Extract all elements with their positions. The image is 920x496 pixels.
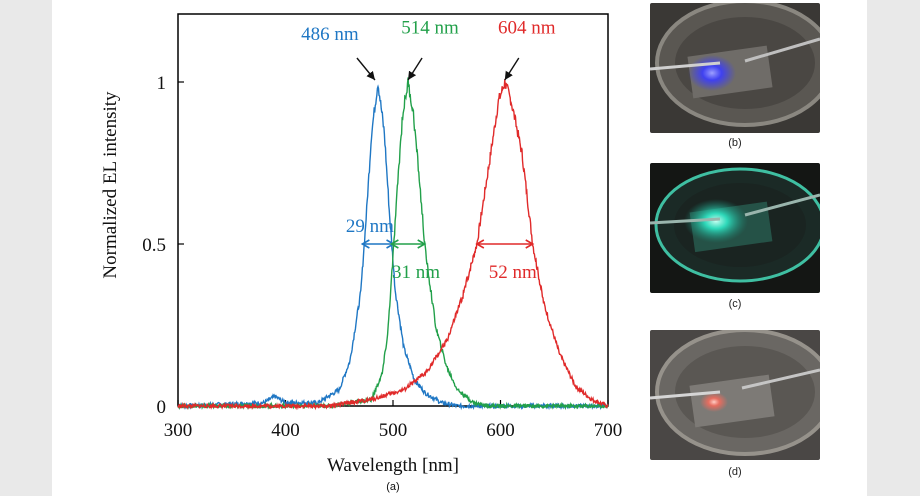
peak-label-486: 486 nm xyxy=(301,24,359,45)
y-tick-label: 0.5 xyxy=(142,235,166,256)
x-tick-label: 700 xyxy=(594,420,623,441)
caption-d: (d) xyxy=(728,466,742,478)
device-photo-red xyxy=(650,330,820,460)
fwhm-label-486: 29 nm xyxy=(346,216,394,237)
peak-label-514: 514 nm xyxy=(401,17,459,38)
curve-604nm xyxy=(177,79,609,411)
fwhm-arrow-514-right-head xyxy=(417,239,427,249)
x-tick-label: 500 xyxy=(379,420,408,441)
y-tick-label: 0 xyxy=(157,397,167,418)
fwhm-arrow-604-left-head xyxy=(475,239,485,249)
y-tick-label: 1 xyxy=(157,73,167,94)
y-axis-label: Normalized EL intensity xyxy=(100,91,121,279)
panel-label-a: (a) xyxy=(386,481,399,493)
caption-b: (b) xyxy=(728,137,742,149)
x-axis-label: Wavelength [nm] xyxy=(327,455,459,476)
caption-c: (c) xyxy=(728,298,742,310)
device-photo-green xyxy=(650,163,820,293)
device-photo-blue xyxy=(650,3,820,133)
fwhm-arrow-486-left-head xyxy=(360,239,370,249)
peak-label-604: 604 nm xyxy=(498,17,556,38)
arrow-514 xyxy=(407,57,423,81)
plot-frame xyxy=(177,13,609,407)
arrow-604 xyxy=(504,57,520,81)
fwhm-arrow-514-left-head xyxy=(389,239,399,249)
fwhm-label-604: 52 nm xyxy=(489,262,537,283)
x-tick-label: 400 xyxy=(271,420,300,441)
fwhm-label-514: 31 nm xyxy=(392,262,440,283)
x-tick-label: 300 xyxy=(164,420,193,441)
x-tick-label: 600 xyxy=(486,420,515,441)
fwhm-arrow-604-right-head xyxy=(525,239,535,249)
arrow-486 xyxy=(356,57,376,81)
